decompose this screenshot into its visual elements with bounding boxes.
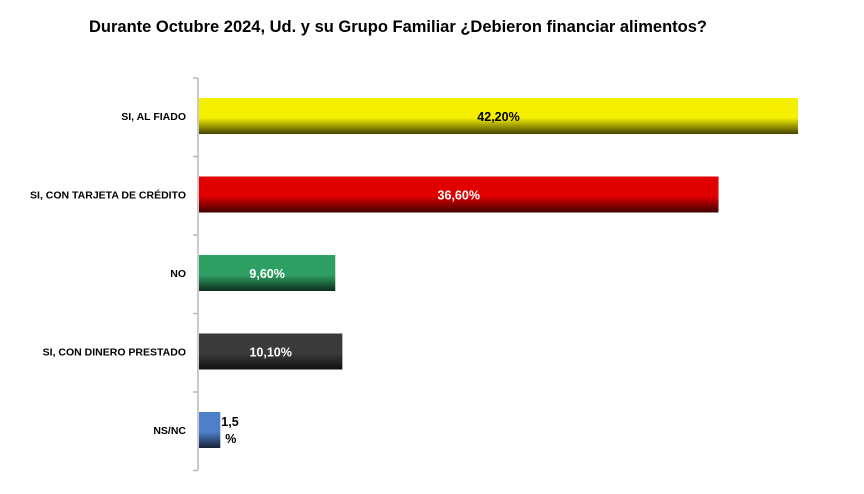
value-label: 36,60%: [438, 189, 480, 203]
bar: [199, 176, 719, 213]
chart-title: Durante Octubre 2024, Ud. y su Grupo Fam…: [89, 18, 707, 36]
category-label: NS/NC: [153, 425, 186, 437]
value-label: 9,60%: [249, 267, 284, 281]
category-label: SI, AL FIADO: [121, 111, 186, 123]
value-label: 10,10%: [249, 346, 291, 360]
category-label: NO: [170, 268, 186, 280]
bar: [199, 333, 343, 370]
bar: [199, 412, 221, 448]
value-label: 1,5%: [221, 415, 238, 446]
value-label: 42,20%: [477, 110, 519, 124]
bar: [199, 255, 336, 291]
category-label: SI, CON TARJETA DE CRÉDITO: [30, 189, 186, 202]
category-label: SI, CON DINERO PRESTADO: [43, 347, 186, 359]
bar: [199, 98, 798, 134]
